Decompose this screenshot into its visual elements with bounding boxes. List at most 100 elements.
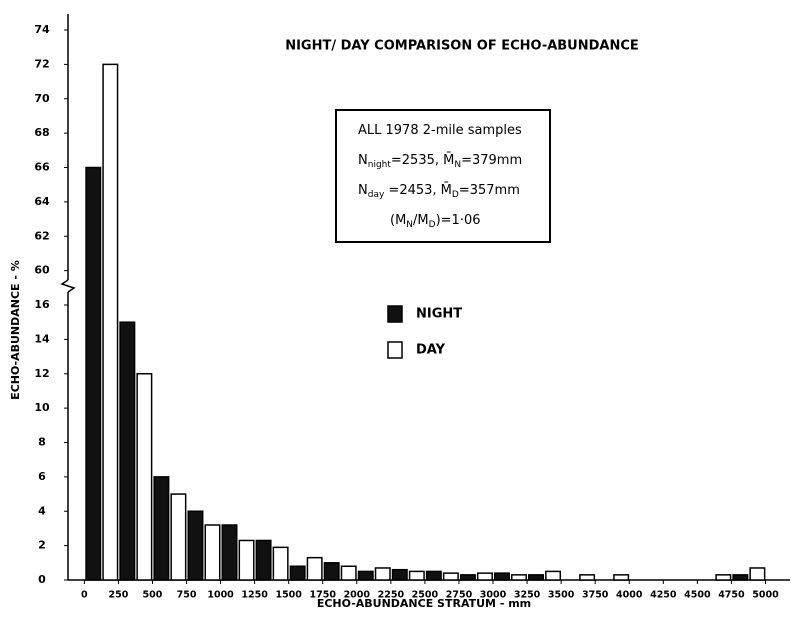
- legend-swatch: [387, 341, 403, 359]
- y-tick-label: 12: [34, 367, 49, 380]
- bar: [374, 567, 391, 581]
- annotation-segment: D: [429, 220, 436, 230]
- bar: [511, 574, 527, 581]
- x-tick-label: 1250: [241, 590, 268, 601]
- x-tick-label: 1750: [310, 590, 337, 601]
- bar: [136, 373, 153, 581]
- bar: [204, 524, 221, 581]
- x-tick-label: 4000: [616, 590, 643, 601]
- x-tick-label: 2000: [344, 590, 371, 601]
- legend-swatch: [387, 305, 403, 323]
- y-tick-label: 0: [38, 573, 46, 586]
- y-tick-label: 70: [34, 92, 50, 105]
- annotation-segment: ALL 1978 2-mile samples: [358, 123, 522, 138]
- y-tick-label: 64: [34, 195, 50, 208]
- x-axis-label: ECHO-ABUNDANCE STRATUM - mm: [317, 597, 531, 610]
- x-tick-label: 5000: [752, 590, 779, 601]
- y-axis-label: ECHO-ABUNDANCE - %: [9, 260, 22, 400]
- y-tick-label: 14: [34, 332, 50, 345]
- bar: [613, 574, 630, 581]
- y-tick-label: 4: [38, 504, 46, 517]
- bar: [493, 572, 510, 581]
- bar: [357, 570, 374, 581]
- bar: [272, 546, 289, 581]
- bar: [476, 572, 493, 581]
- y-tick-label: 68: [34, 126, 49, 139]
- annotation-segment: N: [406, 220, 413, 230]
- bar: [119, 321, 136, 581]
- x-tick-label: 4250: [650, 590, 677, 601]
- axis-break: [60, 279, 76, 293]
- x-tick-label: 3500: [548, 590, 575, 601]
- bar: [323, 562, 340, 581]
- bar: [408, 570, 425, 581]
- x-tick-label: 2500: [412, 590, 439, 601]
- bar: [187, 510, 204, 581]
- y-tick-label: 62: [34, 229, 49, 242]
- bar: [425, 570, 442, 581]
- bar: [153, 476, 170, 581]
- x-tick-label: 3250: [514, 590, 541, 601]
- bar: [715, 574, 732, 581]
- legend-label: DAY: [416, 343, 446, 358]
- x-tick-label: 2250: [378, 590, 405, 601]
- annotation-segment: (M: [390, 213, 406, 228]
- annotation-segment: N: [358, 183, 368, 198]
- x-tick-label: 2750: [446, 590, 473, 601]
- x-tick-label: 4750: [718, 590, 745, 601]
- bar: [442, 572, 459, 581]
- bar: [255, 539, 272, 581]
- bar: [732, 574, 749, 581]
- annotation-line: (MN/MD)=1·06: [390, 213, 481, 230]
- annotation-segment: =2535, M̄: [391, 152, 454, 167]
- annotation-segment: day: [368, 190, 385, 200]
- annotation-segment: N: [454, 160, 461, 170]
- x-tick-label: 1500: [275, 590, 302, 601]
- x-tick-label: 500: [143, 590, 163, 601]
- y-tick-label: 2: [38, 539, 46, 552]
- bar: [579, 574, 596, 581]
- x-tick-label: 3000: [480, 590, 507, 601]
- bar: [528, 574, 545, 581]
- bar: [85, 166, 102, 581]
- annotation-segment: =379mm: [461, 153, 522, 168]
- chart-title: NIGHT/ DAY COMPARISON OF ECHO-ABUNDANCE: [285, 39, 639, 54]
- bar: [749, 567, 766, 581]
- y-tick-label: 16: [34, 298, 50, 311]
- x-tick-label: 750: [177, 590, 197, 601]
- annotation-segment: D: [452, 190, 459, 200]
- x-tick-label: 0: [81, 590, 88, 601]
- annotation-line: Nnight=2535, M̄N=379mm: [358, 152, 522, 169]
- bar: [289, 565, 306, 581]
- annotation-segment: =2453, M̄: [384, 182, 452, 197]
- bar: [459, 574, 476, 581]
- annotation-box: [335, 109, 551, 243]
- y-tick-label: 8: [38, 436, 46, 449]
- annotation-segment: N: [358, 153, 368, 168]
- bar: [102, 63, 119, 581]
- annotation-segment: night: [368, 160, 392, 170]
- x-tick-label: 1000: [207, 590, 234, 601]
- annotation-segment: =357mm: [459, 183, 520, 198]
- y-tick-label: 66: [34, 161, 50, 174]
- bar: [170, 493, 187, 581]
- y-tick-label: 74: [34, 23, 50, 36]
- y-tick-label: 10: [34, 401, 50, 414]
- x-tick-label: 4500: [684, 590, 711, 601]
- bar: [238, 539, 255, 581]
- bar: [545, 570, 562, 581]
- bar: [340, 565, 357, 581]
- bar: [221, 524, 238, 581]
- y-tick-label: 60: [34, 264, 50, 277]
- annotation-segment: )=1·06: [436, 213, 481, 228]
- annotation-line: Nday =2453, M̄D=357mm: [358, 182, 520, 199]
- bar: [306, 556, 323, 581]
- y-tick-label: 6: [38, 470, 46, 483]
- annotation-segment: /M: [413, 213, 429, 228]
- legend-label: NIGHT: [416, 307, 462, 322]
- x-tick-label: 250: [108, 590, 128, 601]
- y-tick-label: 72: [34, 57, 49, 70]
- annotation-line: ALL 1978 2-mile samples: [358, 123, 522, 138]
- bar: [391, 568, 408, 581]
